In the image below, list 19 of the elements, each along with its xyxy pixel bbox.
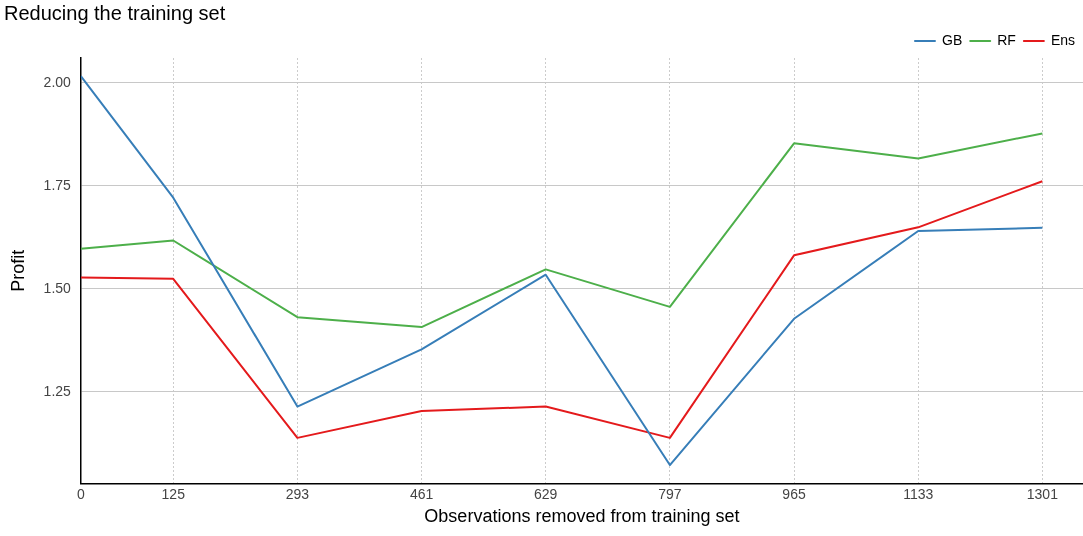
legend-label: RF bbox=[997, 31, 1016, 48]
x-tick-label: 797 bbox=[658, 485, 682, 502]
x-tick-label: 293 bbox=[285, 485, 310, 502]
y-tick-label: 2.00 bbox=[43, 73, 72, 90]
legend-label: GB bbox=[941, 31, 963, 48]
x-tick-label: 1133 bbox=[903, 485, 934, 502]
x-tick-label: 965 bbox=[782, 485, 806, 502]
y-tick-label: 1.25 bbox=[43, 382, 72, 399]
chart-title: Reducing the training set bbox=[4, 1, 226, 24]
x-tick-label: 0 bbox=[76, 485, 85, 502]
x-tick-label: 629 bbox=[534, 485, 558, 502]
y-tick-label: 1.50 bbox=[43, 279, 72, 296]
x-tick-label: 125 bbox=[161, 485, 186, 502]
legend-label: Ens bbox=[1050, 31, 1075, 48]
y-axis-title: Profit bbox=[7, 249, 28, 292]
x-tick-label: 461 bbox=[409, 485, 434, 502]
x-tick-label: 1301 bbox=[1026, 485, 1059, 502]
x-axis-title: Observations removed from training set bbox=[424, 506, 740, 527]
y-tick-label: 1.75 bbox=[43, 176, 72, 193]
